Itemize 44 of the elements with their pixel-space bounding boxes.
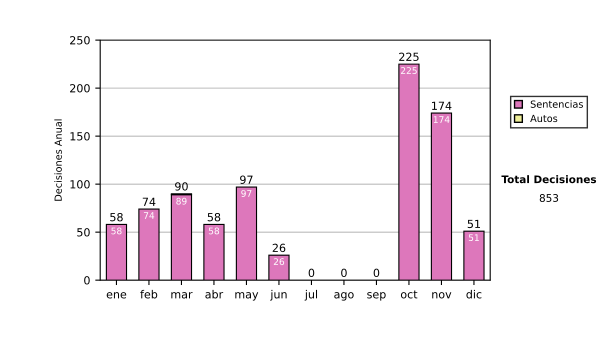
data-label: 51 <box>468 234 479 242</box>
y-tick-label: 150 <box>70 132 90 141</box>
y-axis-title: Decisiones Anual <box>54 119 62 201</box>
x-tick-label: dic <box>466 290 482 298</box>
total-label: 225 <box>399 52 419 62</box>
x-tick-label: jun <box>270 290 287 301</box>
total-label: 58 <box>208 212 220 222</box>
data-label: 58 <box>208 228 220 234</box>
data-label: 97 <box>241 190 252 197</box>
x-tick-label: mar <box>171 292 193 298</box>
y-tick-label: 200 <box>70 84 90 93</box>
total-label: 0 <box>341 268 347 278</box>
total-label: 51 <box>468 220 480 228</box>
data-label: 174 <box>434 116 450 123</box>
x-tick-label: oct <box>400 290 418 298</box>
total-label: 0 <box>308 268 314 278</box>
x-tick-label: feb <box>140 290 158 298</box>
total-label: 90 <box>175 182 188 191</box>
y-tick-label: 250 <box>70 36 90 44</box>
data-label: 225 <box>400 67 417 74</box>
y-tick-label: 100 <box>70 180 90 189</box>
x-tick-label: nov <box>432 292 452 298</box>
total-label: 58 <box>110 212 123 222</box>
x-tick-label: abr <box>205 290 224 298</box>
legend-label: Autos <box>530 114 558 122</box>
data-label: 89 <box>176 198 187 205</box>
x-tick-label: ago <box>334 292 354 301</box>
data-label: 58 <box>111 228 122 234</box>
y-tick-label: 50 <box>77 228 90 237</box>
x-tick-label: may <box>235 292 258 301</box>
total-label: 74 <box>142 198 156 206</box>
data-label: 74 <box>144 212 154 219</box>
total-label: 26 <box>272 244 286 252</box>
x-tick-label: sep <box>367 292 386 301</box>
total-label: 0 <box>374 268 380 278</box>
total-label: 97 <box>240 176 253 184</box>
total-label: 174 <box>432 102 452 110</box>
text: 853 <box>540 194 558 202</box>
x-tick-label: jul <box>304 290 318 301</box>
x-tick-label: ene <box>106 292 126 298</box>
text: Total Decisiones <box>501 175 596 184</box>
data-label: 26 <box>274 258 284 266</box>
legend-label: Sentencias <box>530 100 583 108</box>
y-tick-label: 0 <box>84 276 90 285</box>
